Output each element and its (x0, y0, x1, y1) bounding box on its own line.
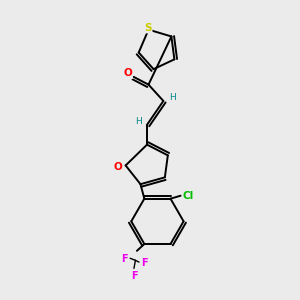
Text: F: F (121, 254, 128, 264)
Text: H: H (135, 117, 142, 126)
Text: O: O (123, 68, 132, 78)
Text: H: H (169, 94, 176, 103)
Text: F: F (141, 258, 148, 268)
Text: S: S (144, 22, 152, 32)
Text: Cl: Cl (183, 191, 194, 201)
Text: F: F (130, 271, 137, 281)
Text: O: O (114, 162, 123, 172)
